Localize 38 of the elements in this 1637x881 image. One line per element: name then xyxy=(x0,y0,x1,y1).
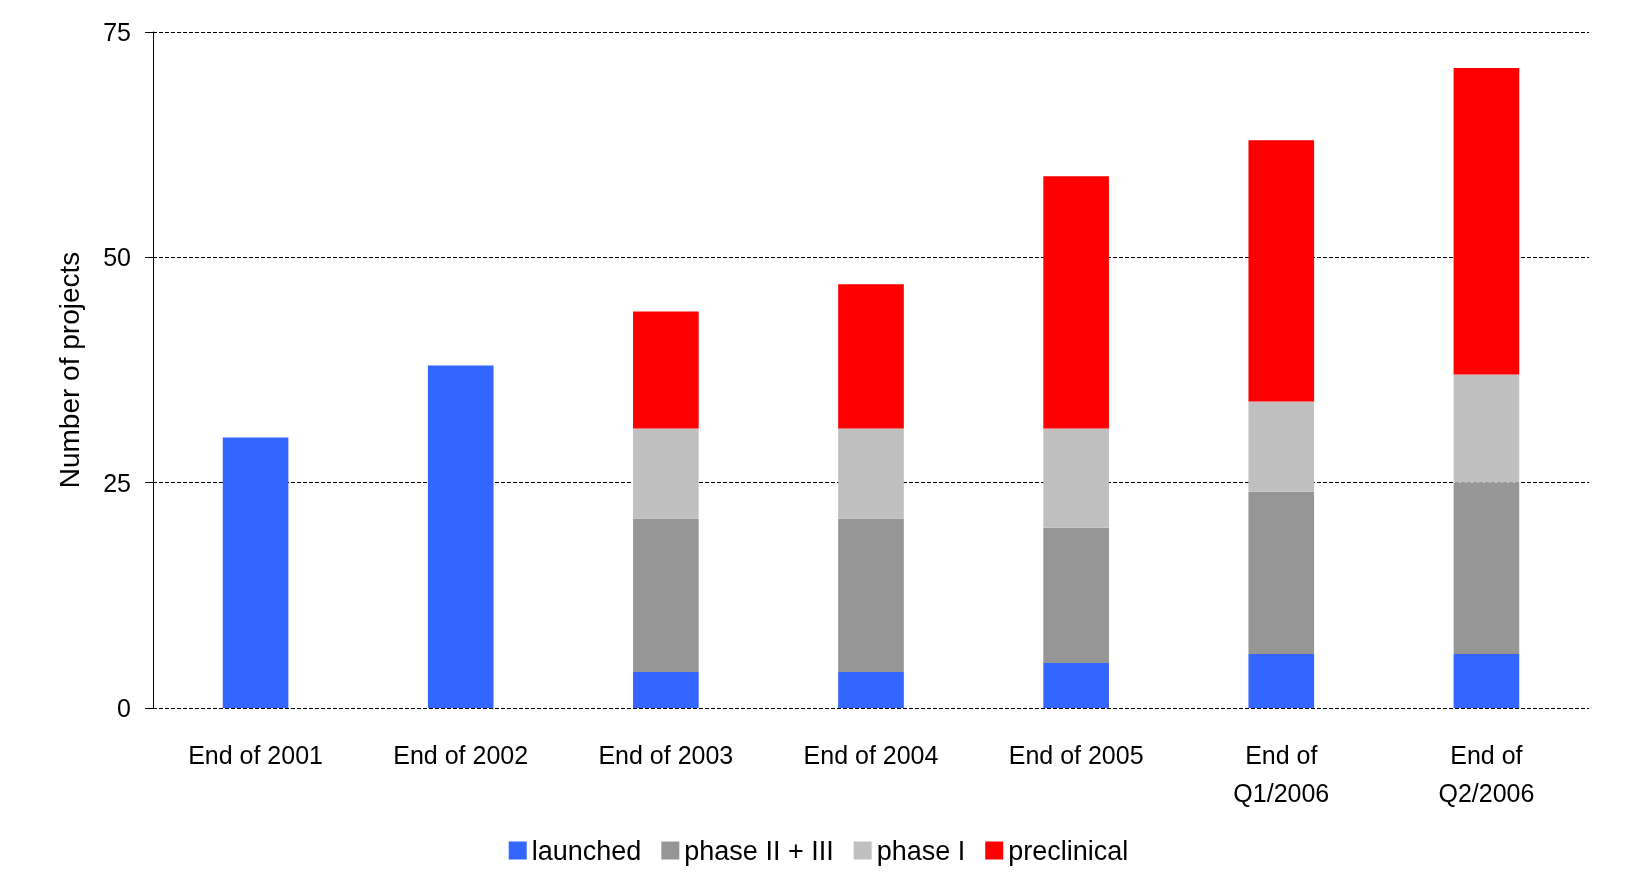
bar xyxy=(222,437,289,708)
bar xyxy=(1248,401,1315,492)
bar xyxy=(838,428,904,519)
legend-label: phase I xyxy=(876,835,966,866)
bar xyxy=(1043,428,1109,528)
legend-label: launched xyxy=(531,835,642,866)
x-tick-label: End of 2003 xyxy=(598,741,734,769)
bar xyxy=(838,518,904,672)
y-tick-label: 50 xyxy=(103,243,131,272)
bar xyxy=(633,671,699,708)
bar xyxy=(1248,491,1315,654)
bar xyxy=(1453,68,1520,375)
y-axis-title: Number of projects xyxy=(53,251,85,489)
x-tick-label: End of Q2/2006 xyxy=(1438,741,1535,807)
bar xyxy=(838,284,904,429)
y-tick-label: 25 xyxy=(103,468,131,497)
x-tick-label: End of 2004 xyxy=(803,741,939,769)
x-tick-label: End of Q1/2006 xyxy=(1233,741,1330,807)
bar xyxy=(1248,140,1315,402)
bar xyxy=(1453,653,1520,708)
bar xyxy=(427,365,494,708)
legend-label: phase II + III xyxy=(684,835,834,866)
bar xyxy=(1043,176,1109,429)
bar xyxy=(1453,482,1520,654)
bar xyxy=(633,428,699,519)
legend-label: preclinical xyxy=(1008,835,1129,866)
x-tick-label: End of 2001 xyxy=(188,741,323,769)
x-tick-label: End of 2005 xyxy=(1008,741,1144,769)
x-tick-label: End of 2002 xyxy=(393,741,529,769)
y-tick-label: 0 xyxy=(117,694,131,722)
y-tick-label: 75 xyxy=(103,18,131,46)
bar xyxy=(1043,527,1109,663)
bar xyxy=(1248,653,1315,708)
bar xyxy=(1453,374,1520,483)
bar xyxy=(1043,662,1109,708)
bar xyxy=(633,518,699,672)
bar xyxy=(633,311,699,429)
bar xyxy=(838,671,904,708)
